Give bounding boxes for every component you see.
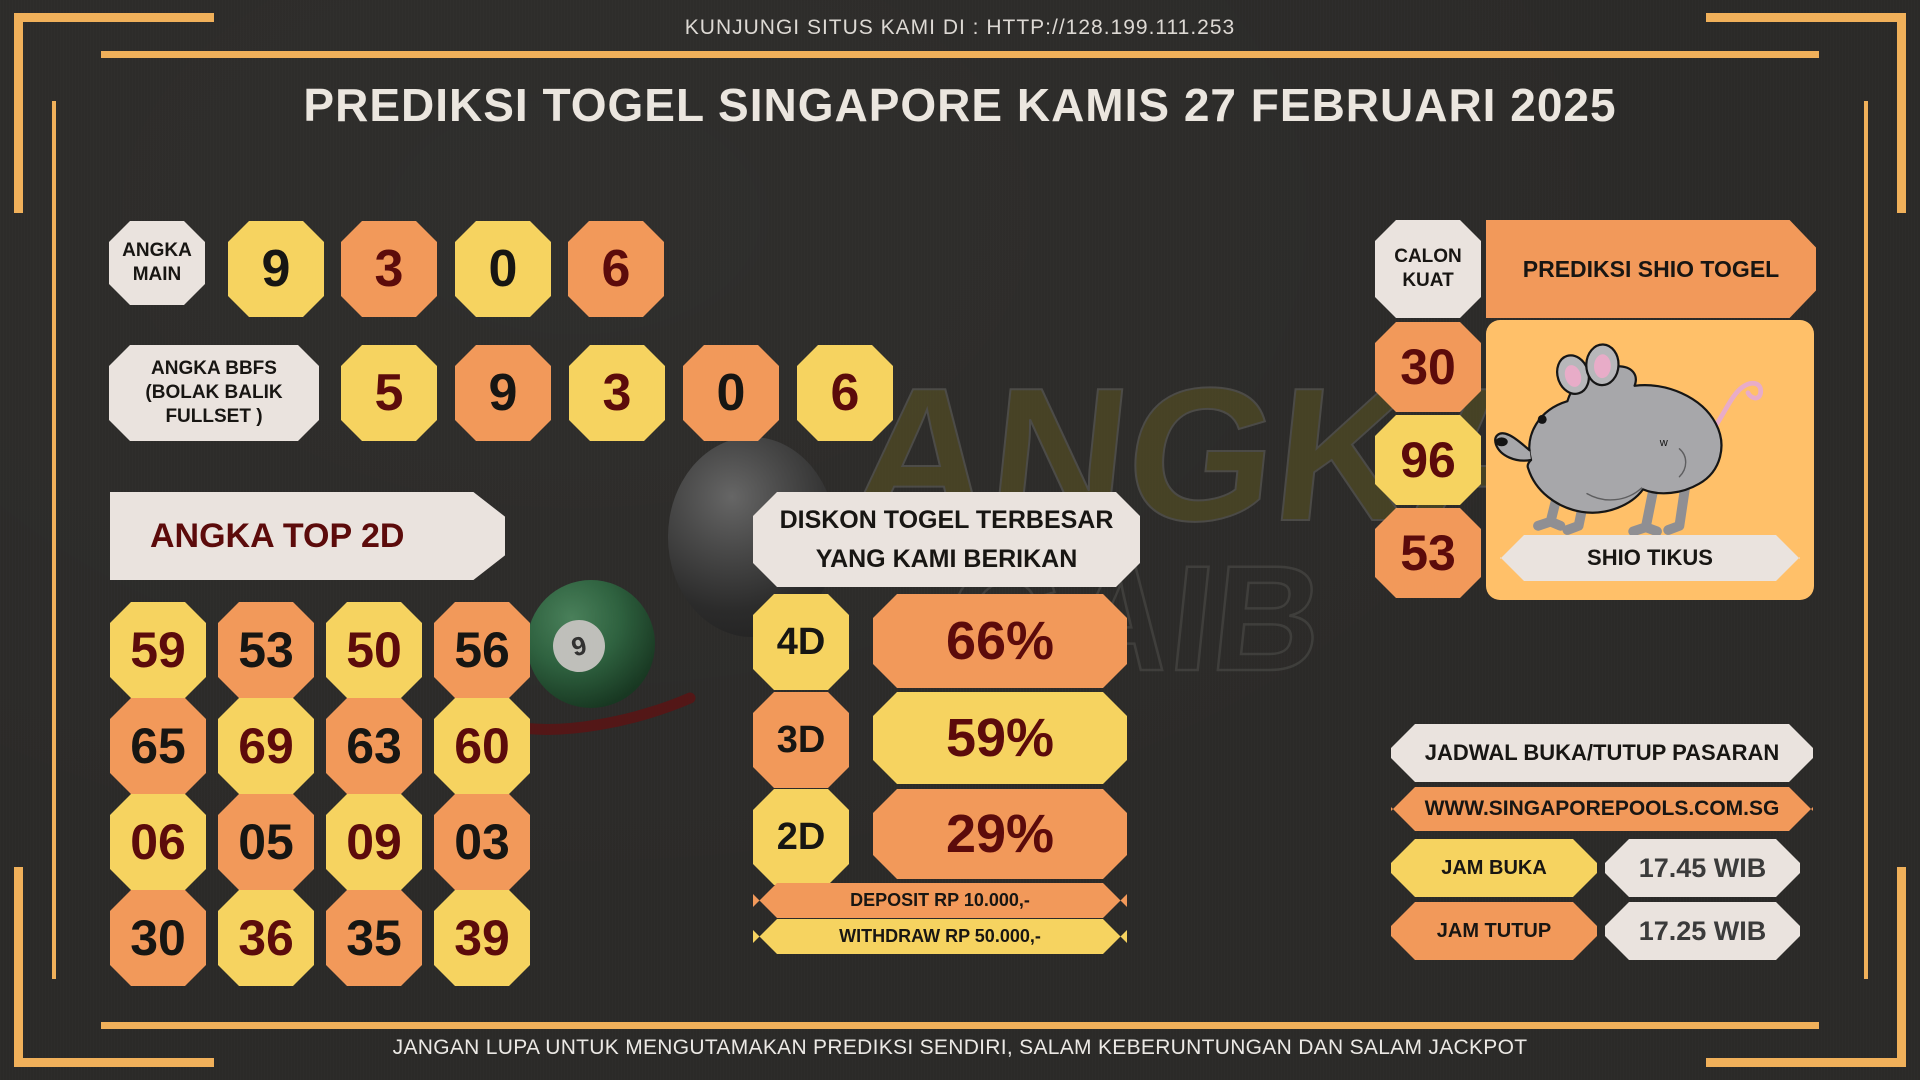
- svg-text:w: w: [1659, 437, 1669, 449]
